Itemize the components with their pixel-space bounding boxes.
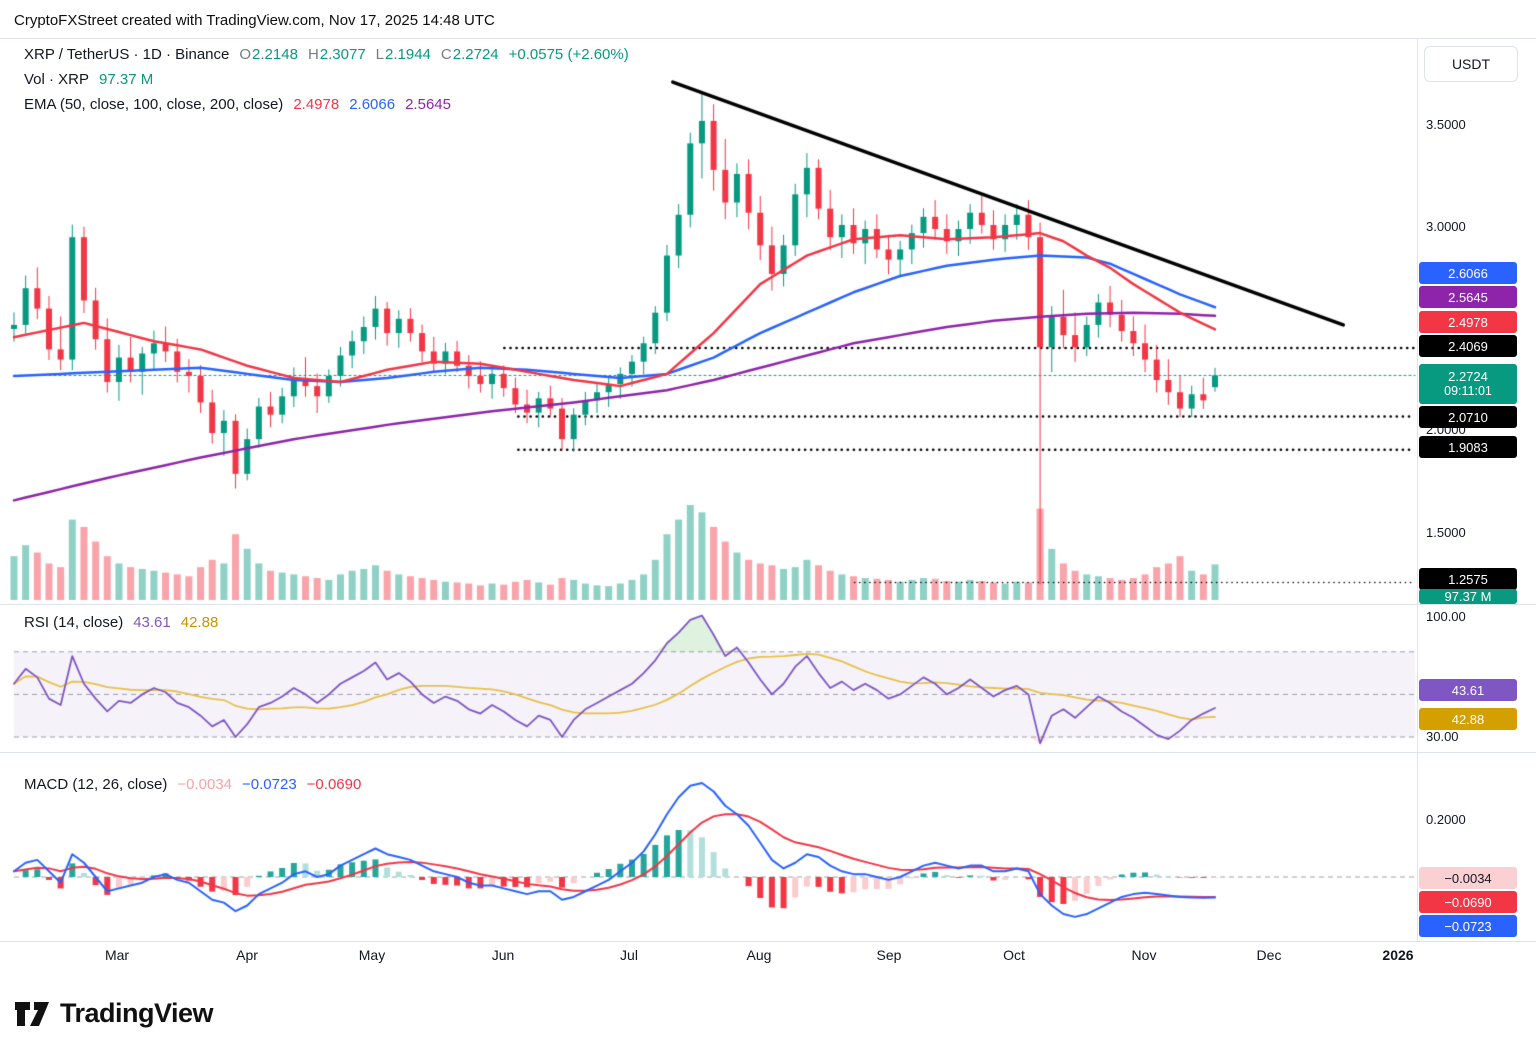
ohlc-high: H 2.3077: [307, 46, 366, 63]
macd-pane-separator[interactable]: [0, 752, 1536, 753]
price-change: +0.0575 (+2.60%): [508, 46, 629, 63]
ema50-value: 2.4978: [293, 96, 340, 113]
macd-hist-value: −0.0034: [177, 776, 233, 793]
macd-signal-value: −0.0690: [306, 776, 362, 793]
chart-top-separator: [0, 38, 1536, 39]
macd-line-value: −0.0723: [242, 776, 297, 793]
rsi-pane-separator[interactable]: [0, 604, 1536, 605]
ema-label[interactable]: EMA (50, close, 100, close, 200, close): [24, 96, 284, 113]
volume-value: 97.37 M: [99, 71, 154, 88]
ohlc-open: O 2.2148: [239, 46, 298, 63]
ema-row: EMA (50, close, 100, close, 200, close) …: [24, 96, 629, 121]
rsi-label[interactable]: RSI (14, close): [24, 614, 124, 631]
time-axis-separator: [0, 941, 1536, 942]
footer: TradingView: [14, 998, 214, 1029]
attribution-text: CryptoFXStreet created with TradingView.…: [14, 12, 495, 29]
macd-label[interactable]: MACD (12, 26, close): [24, 776, 168, 793]
ohlc-low: L 2.1944: [375, 46, 431, 63]
rsi-value: 43.61: [133, 614, 171, 631]
currency-toggle-button[interactable]: USDT: [1424, 46, 1518, 82]
ema200-value: 2.5645: [405, 96, 451, 113]
rsi-legend: RSI (14, close) 43.61 42.88: [24, 614, 218, 639]
volume-row: Vol · XRP 97.37 M: [24, 71, 629, 96]
ema100-value: 2.6066: [349, 96, 396, 113]
symbol-title[interactable]: XRP / TetherUS · 1D · Binance: [24, 46, 230, 63]
macd-legend: MACD (12, 26, close) −0.0034 −0.0723 −0.…: [24, 776, 361, 801]
ohlc-close: C 2.2724: [440, 46, 499, 63]
volume-label[interactable]: Vol · XRP: [24, 71, 90, 88]
tradingview-logo-icon[interactable]: [14, 999, 50, 1029]
price-scale-separator[interactable]: [1417, 38, 1418, 941]
rsi-ma-value: 42.88: [180, 614, 219, 631]
tradingview-brand-text[interactable]: TradingView: [60, 998, 214, 1028]
